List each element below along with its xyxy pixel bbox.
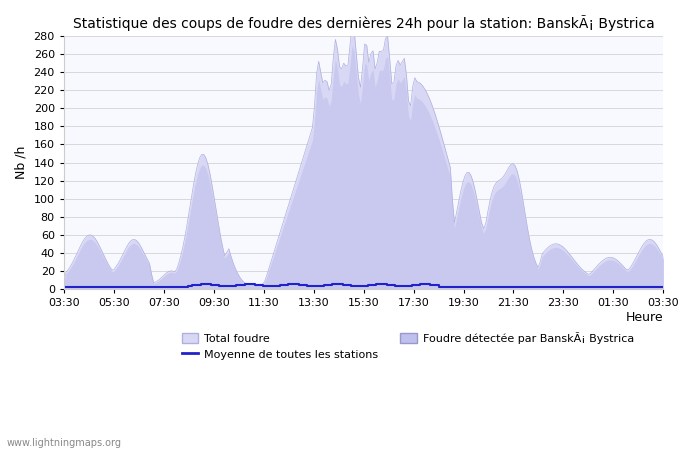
Text: Heure: Heure xyxy=(626,311,664,324)
Legend: Total foudre, Moyenne de toutes les stations, Foudre détectée par BanskÃ¡ Bystri: Total foudre, Moyenne de toutes les stat… xyxy=(177,327,638,364)
Text: www.lightningmaps.org: www.lightningmaps.org xyxy=(7,438,122,448)
Y-axis label: Nb /h: Nb /h xyxy=(15,146,28,179)
Title: Statistique des coups de foudre des dernières 24h pour la station: BanskÃ¡ Bystr: Statistique des coups de foudre des dern… xyxy=(73,15,654,31)
